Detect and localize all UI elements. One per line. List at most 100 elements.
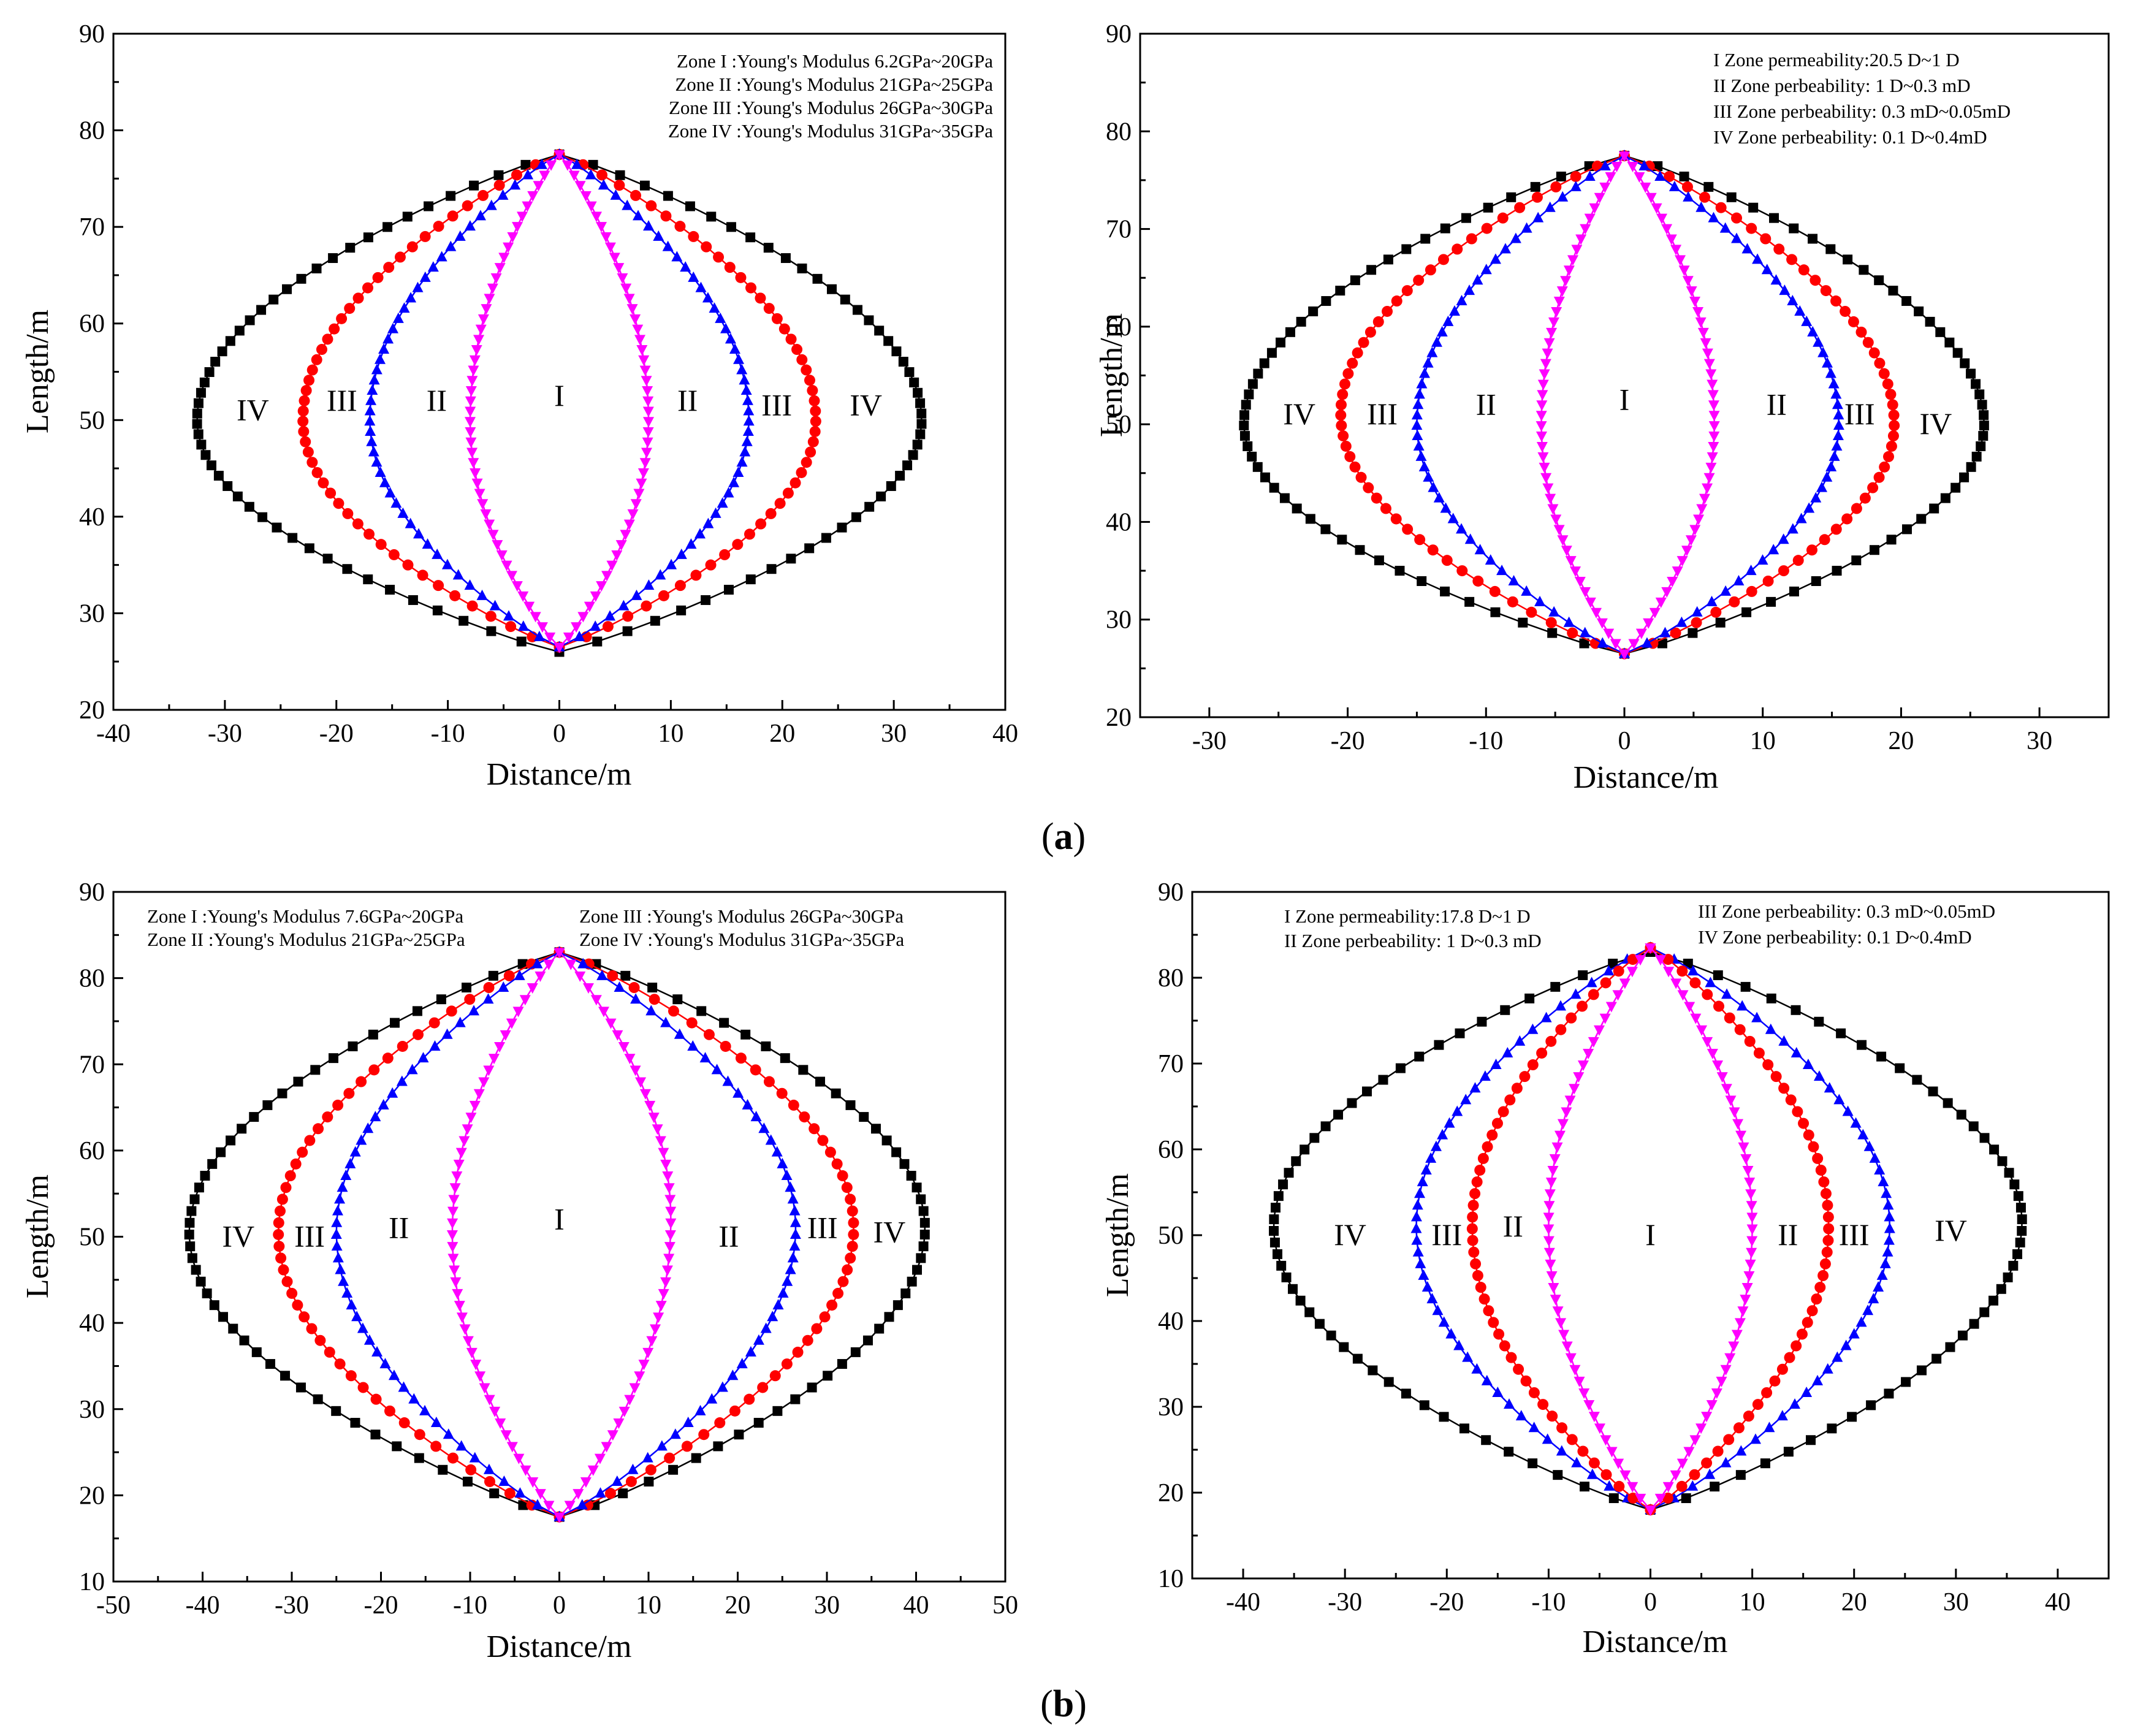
data-point	[1979, 1307, 1990, 1317]
x-axis-title: Distance/m	[1583, 1624, 1728, 1659]
data-point	[789, 1205, 801, 1216]
data-point	[662, 1171, 674, 1182]
data-point	[884, 1312, 894, 1322]
data-point	[723, 585, 734, 595]
data-point	[906, 1171, 916, 1181]
data-point	[1971, 379, 1981, 389]
data-point	[345, 243, 356, 253]
data-point	[473, 335, 485, 346]
data-point	[789, 1240, 801, 1251]
data-point	[446, 1230, 458, 1241]
data-point	[1746, 1213, 1758, 1224]
data-point	[1284, 1168, 1294, 1178]
data-point	[1848, 316, 1859, 327]
data-point	[189, 1194, 200, 1205]
data-point	[1333, 1110, 1344, 1120]
data-point	[1703, 181, 1714, 192]
data-point	[328, 253, 338, 264]
data-point	[1401, 244, 1412, 254]
data-point	[650, 615, 660, 626]
data-point	[322, 1111, 333, 1123]
data-point	[804, 543, 815, 554]
data-point	[1281, 1272, 1292, 1282]
data-point	[1676, 556, 1688, 567]
data-point	[217, 346, 227, 357]
data-point	[777, 1287, 789, 1298]
data-point	[1546, 327, 1558, 338]
data-point	[363, 574, 373, 585]
data-point	[1901, 524, 1912, 535]
data-point	[1603, 965, 1615, 976]
data-point	[1822, 1211, 1834, 1223]
data-point	[1848, 1328, 1860, 1339]
data-point	[1678, 265, 1690, 276]
data-point	[792, 1346, 804, 1358]
data-point	[696, 1006, 707, 1016]
data-point	[847, 1241, 858, 1252]
data-point	[1244, 389, 1254, 400]
data-point	[1503, 1398, 1515, 1409]
data-point	[1481, 1374, 1493, 1385]
y-tick-label: 30	[79, 600, 105, 628]
data-point	[815, 1076, 825, 1087]
data-point	[862, 1335, 873, 1346]
data-point	[1588, 989, 1599, 1000]
data-point	[1577, 1445, 1589, 1457]
data-point	[744, 528, 755, 540]
annotation-zone-4: Zone IV :Young's Modulus 31GPa~35GPa	[668, 120, 993, 142]
data-point	[1681, 1493, 1691, 1504]
data-point	[1528, 1422, 1540, 1433]
data-point	[484, 519, 495, 530]
data-point	[1536, 441, 1548, 452]
data-point	[522, 201, 533, 212]
data-point	[280, 1371, 291, 1381]
data-point	[1556, 1422, 1568, 1434]
data-point	[1252, 462, 1263, 472]
data-point	[638, 1360, 650, 1371]
data-point	[465, 437, 477, 448]
data-point	[1350, 275, 1360, 286]
data-point	[363, 1334, 375, 1345]
data-point	[378, 1098, 389, 1110]
data-point	[574, 181, 586, 192]
data-point	[1692, 306, 1704, 318]
data-point	[1295, 1295, 1306, 1306]
data-point	[753, 1334, 764, 1345]
data-point	[763, 1076, 775, 1087]
data-point	[740, 1029, 751, 1040]
data-point	[1600, 1435, 1612, 1446]
data-point	[720, 322, 731, 333]
data-point	[733, 1087, 744, 1098]
data-point	[1770, 1071, 1782, 1083]
data-point	[447, 1452, 459, 1464]
data-point	[546, 160, 557, 171]
data-point	[1889, 420, 1900, 432]
annotation-zone-3: III Zone perbeability: 0.3 mD~0.05mD	[1713, 101, 2011, 122]
data-point	[1308, 306, 1319, 316]
data-point	[1383, 254, 1393, 265]
x-tick-label: 0	[553, 720, 566, 748]
data-point	[398, 302, 410, 313]
data-point	[717, 1381, 728, 1392]
data-point	[1519, 1071, 1531, 1083]
zone-label: III	[327, 383, 357, 417]
data-point	[1659, 626, 1671, 638]
data-point	[1504, 1094, 1516, 1106]
data-point	[382, 1053, 394, 1064]
data-point	[913, 387, 923, 398]
data-point	[1720, 1456, 1732, 1468]
data-point	[1825, 460, 1837, 471]
data-point	[1560, 276, 1572, 287]
data-point	[864, 501, 875, 512]
data-point	[1801, 315, 1813, 326]
data-point	[1878, 1176, 1889, 1187]
data-point	[357, 1382, 369, 1393]
data-point	[1726, 192, 1737, 202]
data-point	[805, 446, 816, 458]
data-point	[755, 292, 766, 304]
data-point	[726, 222, 736, 232]
y-tick-label: 30	[1158, 1393, 1184, 1422]
data-point	[573, 1489, 584, 1500]
x-tick-label: -30	[1192, 727, 1227, 755]
data-point	[1521, 222, 1532, 233]
